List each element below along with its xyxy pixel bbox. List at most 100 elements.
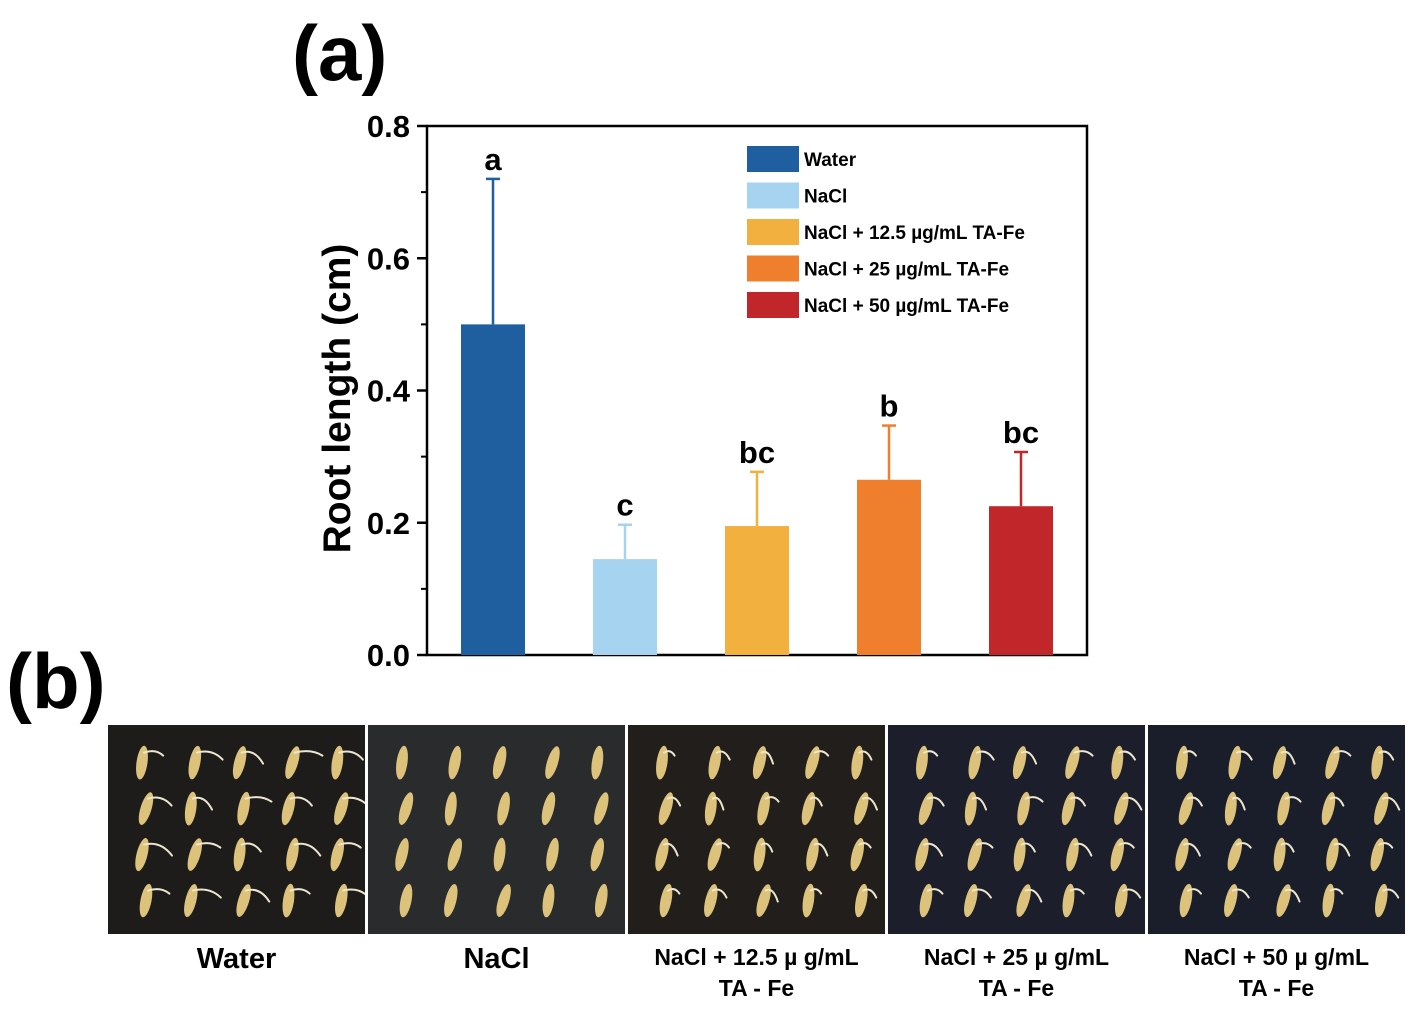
root	[715, 750, 731, 761]
seed	[448, 745, 462, 780]
root	[809, 796, 823, 807]
seed	[492, 746, 507, 780]
bar	[989, 506, 1053, 655]
legend-label: NaCl	[804, 187, 847, 208]
root	[1020, 842, 1036, 853]
seedling-photo-water	[108, 725, 365, 934]
root	[760, 750, 775, 765]
root	[666, 888, 681, 895]
seed	[1065, 746, 1080, 779]
seed	[1110, 838, 1125, 872]
root	[1329, 796, 1345, 807]
root	[922, 750, 939, 757]
seed	[964, 884, 978, 918]
caption-nacl-50: NaCl + 50 µ g/mL TA - Fe	[1183, 944, 1370, 1001]
seed	[1273, 837, 1286, 872]
caption-water: Water	[196, 943, 277, 975]
root	[922, 842, 944, 857]
seed	[331, 745, 344, 780]
legend-swatch	[747, 182, 799, 209]
seed	[545, 746, 560, 779]
significance-label: a	[484, 142, 502, 177]
root	[975, 750, 995, 761]
seed	[918, 792, 934, 825]
legend-swatch	[747, 255, 799, 282]
root	[142, 750, 165, 757]
significance-label: b	[880, 389, 899, 424]
root	[342, 888, 365, 896]
seed	[1175, 838, 1189, 872]
seed	[447, 838, 463, 871]
root	[1284, 888, 1301, 903]
root	[862, 796, 878, 811]
seed	[756, 884, 771, 917]
root-length-bar-chart: 0.0 0.2 0.4 0.6 0.8 Root length (cm) a c bc b bc Wa…	[316, 109, 1089, 673]
seed	[285, 746, 300, 779]
seed	[188, 745, 202, 780]
root	[1024, 888, 1043, 903]
root	[1122, 796, 1143, 811]
root	[1118, 842, 1135, 849]
root	[862, 888, 878, 899]
significance-label: c	[616, 488, 633, 523]
root	[971, 796, 988, 811]
seed	[1179, 883, 1193, 918]
root	[1378, 750, 1395, 761]
seed	[967, 838, 983, 871]
root	[711, 888, 728, 899]
root	[1122, 888, 1142, 899]
root	[1073, 750, 1094, 757]
seed	[655, 838, 669, 872]
seed	[184, 791, 197, 826]
seed	[855, 883, 868, 918]
root	[764, 888, 779, 903]
seed	[753, 837, 766, 872]
seed	[1374, 792, 1389, 825]
seed	[1326, 837, 1339, 872]
caption-nacl: NaCl	[463, 943, 530, 975]
root	[858, 842, 872, 849]
seed	[1322, 883, 1335, 918]
seed	[1224, 884, 1238, 918]
seed	[236, 884, 251, 917]
seed	[335, 883, 348, 918]
seed	[590, 838, 605, 872]
seed	[1277, 791, 1290, 826]
seed	[658, 792, 674, 825]
root	[289, 796, 313, 807]
root	[293, 750, 324, 757]
seed	[396, 745, 408, 780]
seed	[1066, 837, 1079, 872]
seed	[802, 883, 815, 918]
seed	[1114, 792, 1129, 825]
seed	[591, 745, 604, 780]
seed	[1017, 791, 1030, 826]
root	[809, 888, 823, 895]
seed	[1375, 883, 1388, 918]
seed	[1224, 791, 1237, 826]
root	[146, 888, 171, 895]
root	[760, 842, 774, 853]
legend-label: Water	[804, 150, 857, 171]
root	[191, 796, 214, 811]
root	[764, 796, 780, 803]
root	[1182, 750, 1197, 757]
seed	[806, 837, 819, 872]
panel-b-label: (b)	[6, 637, 106, 725]
y-tick-label: 0.4	[367, 374, 411, 409]
root	[289, 888, 311, 895]
photo-captions: Water NaCl NaCl + 12.5 µ g/mL TA - Fe Na…	[108, 942, 1405, 1004]
root	[1231, 796, 1246, 811]
root	[711, 796, 725, 811]
seed	[542, 883, 555, 918]
significance-label: bc	[739, 435, 775, 470]
root	[1069, 888, 1085, 895]
legend-label: NaCl + 25 µg/mL TA-Fe	[804, 260, 1009, 281]
y-tick-label: 0.6	[367, 241, 410, 276]
root	[1024, 796, 1044, 803]
bar	[857, 479, 921, 655]
legend-swatch	[747, 146, 799, 172]
legend-label: NaCl + 50 µg/mL TA-Fe	[804, 296, 1009, 317]
seed	[707, 838, 723, 871]
seed	[1276, 884, 1291, 917]
